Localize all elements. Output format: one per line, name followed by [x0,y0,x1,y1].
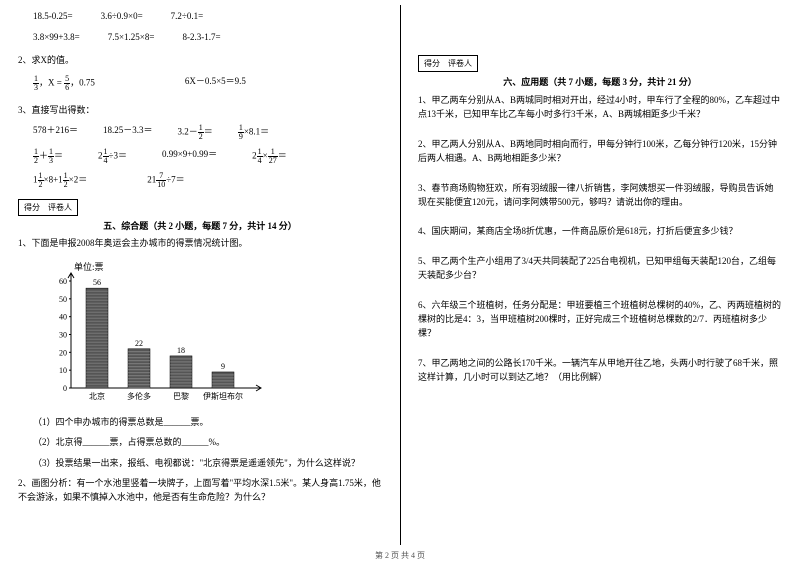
expr: 214÷3＝ [98,148,127,165]
q3-row-a: 578＋216＝ 18.25－3.3＝ 3.2－12＝ 19×8.1＝ [18,124,382,141]
expr: 18.25－3.3＝ [103,124,153,141]
svg-text:50: 50 [59,294,67,303]
expr: 8-2.3-1.7= [182,31,220,45]
left-column: 18.5-0.25= 3.6÷0.9×0= 7.2÷0.1= 3.8×99+3.… [0,0,400,565]
svg-text:30: 30 [59,330,67,339]
svg-text:0: 0 [63,384,67,393]
expr: 21710÷7＝ [147,172,184,189]
expr: 578＋216＝ [33,124,78,141]
expr: 19×8.1＝ [238,124,269,141]
svg-text:18: 18 [177,345,185,354]
score-box: 得分 评卷人 [418,55,478,72]
expr: 214×127＝ [252,148,287,165]
expr: 12＋13＝ [33,148,63,165]
svg-text:22: 22 [135,338,143,347]
c1-sub1: （1）四个申办城市的得票总数是______票。 [18,416,382,430]
math-row-2: 3.8×99+3.8= 7.5×1.25×8= 8-2.3-1.7= [18,31,382,45]
expr: 7.5×1.25×8= [108,31,155,45]
svg-text:60: 60 [59,277,67,286]
svg-text:多伦多: 多伦多 [127,391,151,401]
c2-text: 2、画图分析：有一个水池里竖着一块牌子，上面写着"平均水深1.5米"。某人身高1… [18,477,382,504]
c1-text: 1、下面是申报2008年奥运会主办城市的得票情况统计图。 [18,237,382,251]
svg-text:伊斯坦布尔: 伊斯坦布尔 [203,391,243,401]
svg-text:9: 9 [221,361,225,370]
svg-text:北京: 北京 [89,391,105,401]
q6-1: 1、甲乙两车分别从A、B两城同时相对开出，经过4小时，甲车行了全程的80%，乙车… [418,93,782,122]
bar-chart: 单位:票 0 10 20 30 40 50 60 56 北京 22 多伦多 18 巴黎 9 伊斯坦布尔 [43,258,273,408]
expr: 0.99×9+0.99＝ [162,148,217,165]
expr: 3.8×99+3.8= [33,31,80,45]
q6-5: 5、甲乙两个生产小组用了3/4天共同装配了225台电视机，已知甲组每天装配120… [418,254,782,283]
q2-expressions: 13，X = 56，0.75 6X－0.5×5＝9.5 [18,75,382,92]
q3-row-b: 12＋13＝ 214÷3＝ 0.99×9+0.99＝ 214×127＝ [18,148,382,165]
svg-text:40: 40 [59,312,67,321]
expr: 18.5-0.25= [33,10,73,24]
expr: 7.2÷0.1= [171,10,204,24]
expr: 3.2－12＝ [178,124,213,141]
math-row-1: 18.5-0.25= 3.6÷0.9×0= 7.2÷0.1= [18,10,382,24]
section-5-title: 五、综合题（共 2 小题，每题 7 分，共计 14 分） [18,219,382,232]
q6-2: 2、甲乙两人分别从A、B两地同时相向而行，甲每分钟行100米，乙每分钟行120米… [418,137,782,166]
q2a: 13，X = 56，0.75 [33,75,95,92]
q6-4: 4、国庆期间，某商店全场8折优惠，一件商品原价是618元，打折后便宜多少钱？ [418,224,782,238]
svg-text:巴黎: 巴黎 [173,391,189,401]
q6-6: 6、六年级三个班植树，任务分配是：甲班要植三个班植树总棵树的40%，乙、丙两班植… [418,298,782,341]
svg-text:56: 56 [93,278,101,287]
c1-sub2: （2）北京得______票，占得票总数的______%。 [18,436,382,450]
q6-3: 3、春节商场购物狂欢，所有羽绒服一律八折销售，李阿姨想买一件羽绒服，导购员告诉她… [418,181,782,210]
expr: 3.6÷0.9×0= [101,10,143,24]
c1-sub3: （3）投票结果一出来，报纸、电视都说："北京得票是遥遥领先"，为什么这样说？ [18,457,382,471]
page-footer: 第 2 页 共 4 页 [0,550,800,561]
svg-text:单位:票: 单位:票 [74,261,104,272]
q3-row-c: 112×8+112×2＝ 21710÷7＝ [18,172,382,189]
q6-7: 7、甲乙两地之间的公路长170千米。一辆汽车从甲地开往乙地，头两小时行驶了68千… [418,356,782,385]
svg-text:20: 20 [59,348,67,357]
q3-title: 3、直接写出得数： [18,104,382,118]
q2-title: 2、求X的值。 [18,54,382,68]
svg-text:10: 10 [59,366,67,375]
right-column: 得分 评卷人 六、应用题（共 7 小题，每题 3 分，共计 21 分） 1、甲乙… [400,0,800,565]
score-box: 得分 评卷人 [18,199,78,216]
expr: 112×8+112×2＝ [33,172,87,189]
q2b: 6X－0.5×5＝9.5 [185,75,246,92]
section-6-title: 六、应用题（共 7 小题，每题 3 分，共计 21 分） [418,75,782,88]
